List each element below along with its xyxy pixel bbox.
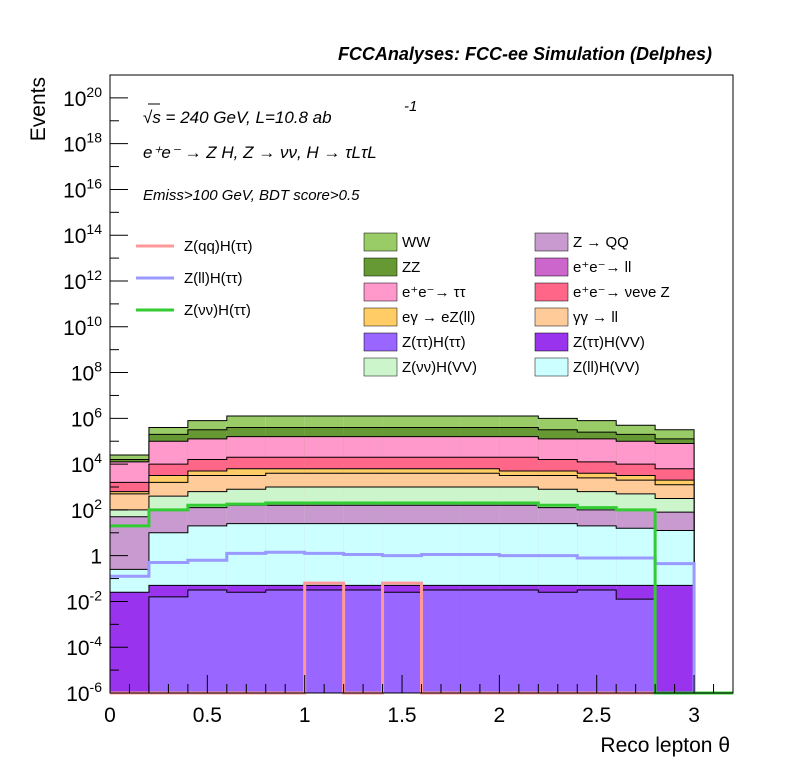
x-tick-label: 1 (299, 704, 311, 727)
legend-label-z-qq-h: Z(qq)H(ττ) (184, 238, 253, 255)
y-tick-label: 10-6 (66, 679, 102, 706)
legend-swatch-z-qq (534, 232, 569, 252)
outline-zz (109, 426, 695, 693)
legend-swatch-e-e (363, 282, 398, 302)
y-tick-label: 1014 (63, 221, 102, 248)
y-tick-label: 1012 (63, 267, 102, 294)
legend-label-z-h: Z(ττ)H(ττ) (402, 334, 466, 351)
outline-e-e (109, 436, 695, 693)
x-tick-label: 0.5 (193, 704, 222, 727)
x-tick-label: 2.5 (582, 704, 611, 727)
y-tick-label: 1018 (63, 130, 102, 157)
legend-label-z-h: Z(νν)H(ττ) (184, 302, 251, 319)
annotation-energy-sup: -1 (404, 98, 417, 115)
legend-swatch-z-h-vv (534, 332, 569, 352)
outline-e-e-e-e-z (109, 456, 695, 693)
legend-label-z-h-vv: Z(ττ)H(VV) (573, 334, 645, 351)
line-z-h (110, 501, 733, 695)
bar-z-h-1 (148, 596, 188, 693)
legend-swatch-e-e-e-e-z (534, 282, 569, 302)
outline-ww (109, 415, 695, 693)
bar-z-h-vv-0 (110, 592, 149, 693)
legend-swatch-ll (534, 307, 569, 327)
legend-label-e-e-ll: e⁺e⁻→ ll (573, 259, 631, 276)
y-tick-label: 1 (90, 546, 102, 569)
x-tick-label: 1.5 (387, 704, 416, 727)
legend-swatch-z-h-vv (363, 357, 398, 377)
annotation-process: e⁺e⁻ → Z H, Z → νν, H → τLτL (143, 143, 377, 162)
legend-swatch-ww (363, 232, 398, 252)
bar-z-h-10 (499, 590, 539, 693)
legend-label-ll: γγ → ll (573, 309, 618, 326)
y-tick-label: 104 (71, 450, 102, 477)
x-axis-label: Reco lepton θ (600, 734, 730, 757)
x-tick-label: 3 (688, 704, 700, 727)
x-tick-label: 0 (104, 704, 116, 727)
y-tick-label: 1020 (63, 84, 102, 111)
legend-label-e-e: e⁺e⁻→ ττ (402, 284, 466, 301)
legend-label-z-qq: Z → QQ (573, 234, 629, 251)
legend-label-zz: ZZ (402, 259, 420, 276)
y-tick-label: 108 (71, 359, 102, 386)
annotation-energy: √s = 240 GeV, L=10.8 ab (143, 108, 332, 127)
legend-swatch-e-ez-ll (363, 307, 398, 327)
text-layer: Reco lepton θ Events FCCAnalyses: FCC-ee S… (27, 44, 730, 757)
legend-label-z-ll-h-vv: Z(ll)H(VV) (573, 359, 640, 376)
y-tick-label: 10-4 (66, 633, 102, 660)
y-axis-label: Events (27, 77, 50, 141)
bar-z-h-11 (538, 592, 578, 693)
plot-area (109, 415, 733, 695)
y-tick-label: 1016 (63, 175, 102, 202)
legend-label-e-e-e-e-z: e⁺e⁻→ νeνe Z (573, 284, 670, 301)
y-tick-label: 10-2 (66, 587, 102, 614)
legend-label-z-ll-h: Z(ll)H(ττ) (184, 270, 243, 287)
line-z-ll-h (110, 550, 733, 695)
bar-z-h-3 (226, 592, 266, 693)
chart-title: FCCAnalyses: FCC-ee Simulation (Delphes) (338, 44, 712, 64)
axes: 0 0.5 1 1.5 2 2.5 3 1020 1018 1016 1014 1012 1010 108… (63, 74, 734, 727)
outline-z-ll-h-vv (109, 523, 695, 693)
legend-label-ww: WW (402, 234, 431, 251)
y-tick-label: 102 (71, 496, 102, 523)
annotation-selection: Emiss>100 GeV, BDT score>0.5 (143, 187, 360, 204)
bar-z-h-4 (265, 590, 305, 693)
bar-z-h-8 (421, 590, 461, 693)
bar-z-h-vv-14 (655, 585, 695, 693)
legend: Z(qq)H(ττ) Z(ll)H(ττ) Z(νν)H(ττ) WW Z → QQ ZZ… (136, 232, 670, 377)
series-z-h (110, 589, 695, 694)
legend-label-z-h-vv: Z(νν)H(VV) (402, 359, 477, 376)
outline-ll (109, 472, 695, 693)
y-tick-label: 106 (71, 404, 102, 431)
bar-z-h-6 (343, 590, 383, 693)
bar-z-h-9 (460, 590, 500, 693)
legend-swatch-e-e-ll (534, 257, 569, 277)
bar-z-h-5 (304, 590, 344, 693)
legend-swatch-z-h (363, 332, 398, 352)
y-tick-label: 1010 (63, 313, 102, 340)
legend-swatch-zz (363, 257, 398, 277)
x-tick-label: 2 (494, 704, 506, 727)
outline-z-h-vv (109, 486, 695, 693)
legend-swatch-z-ll-h-vv (534, 357, 569, 377)
bar-z-h-13 (616, 599, 656, 693)
legend-label-e-ez-ll: eγ → eZ(ll) (402, 309, 475, 326)
outline-z-h (110, 589, 695, 694)
